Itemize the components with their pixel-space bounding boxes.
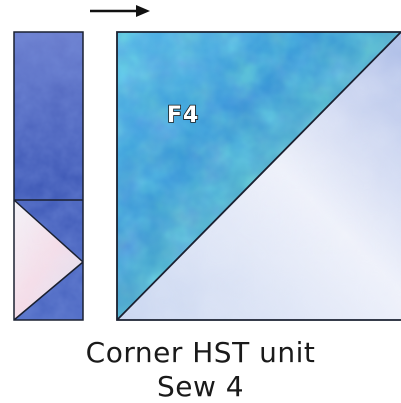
caption-title: Corner HST unit <box>85 336 316 369</box>
unit-label: F4 <box>167 103 199 128</box>
hst-unit-outline <box>116 31 401 321</box>
side-strip-outline <box>13 31 84 321</box>
side-strip <box>13 31 84 321</box>
corner-hst-unit: F4 <box>116 31 401 321</box>
arrow-right-icon <box>90 5 150 17</box>
hst-diagonal-seam <box>116 31 401 321</box>
caption-instruction: Sew 4 <box>156 370 245 403</box>
small-hst-diagonal-upper <box>13 199 84 263</box>
small-hst-diagonal-lower <box>13 261 84 321</box>
